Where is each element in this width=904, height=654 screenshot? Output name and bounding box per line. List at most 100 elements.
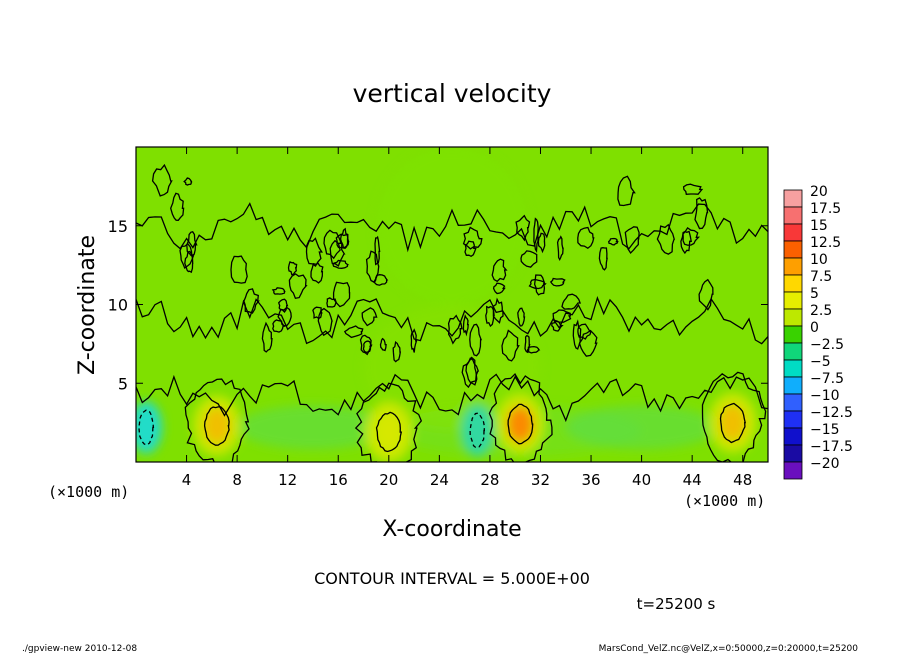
colorbar-label: −2.5: [810, 337, 844, 353]
contour-zero: [184, 250, 194, 274]
contour-zero: [312, 306, 323, 320]
colorbar-label: −5: [810, 354, 831, 370]
contour-zero: [598, 247, 608, 271]
field-band: [237, 405, 389, 450]
colorbar-label: 20: [810, 184, 828, 200]
contour-zero: [461, 356, 478, 389]
contour-zero: [277, 298, 289, 314]
contour-zero: [520, 250, 538, 268]
contour-downdraft: [469, 412, 485, 448]
chart-title: vertical velocity: [353, 79, 552, 108]
contour-zero: [261, 321, 273, 353]
contour-zero: [501, 329, 520, 362]
updraft-core: [719, 404, 746, 441]
x-tick-label: 24: [430, 471, 449, 489]
colorbar-swatch: [783, 291, 803, 310]
contour-zero: [561, 293, 582, 310]
footer-right: MarsCond_VelZ.nc@VelZ,x=0:50000,z=0:2000…: [599, 644, 859, 654]
contour-zero: [680, 230, 692, 255]
colorbar-label: 15: [810, 218, 828, 234]
contour-zero: [361, 307, 378, 327]
plot-area: [136, 147, 768, 462]
contour-zero: [310, 262, 324, 284]
y-tick-label: 5: [118, 374, 128, 393]
contour-zero: [552, 309, 572, 323]
contour-zero: [462, 313, 469, 337]
colorbar-swatch: [783, 461, 803, 480]
updraft-core: [203, 407, 230, 444]
contour-zero: [572, 319, 582, 350]
contour-zero: [465, 357, 480, 384]
contour-zero: [462, 226, 483, 250]
updraft-core: [375, 414, 402, 451]
contour-zero: [379, 337, 387, 352]
colorbar-swatch: [783, 308, 803, 327]
contour-downdraft: [138, 409, 155, 446]
colorbar-swatch: [783, 274, 803, 293]
colorbar-label: 10: [810, 252, 828, 268]
contour-updraft-outer: [354, 382, 423, 462]
x-unit-right: (×1000 m): [684, 492, 765, 510]
contour-zero-line: [136, 202, 768, 253]
contour-zero: [271, 287, 286, 295]
contour-zero: [694, 197, 709, 230]
contour-zero: [524, 334, 531, 354]
contour-zero: [517, 307, 526, 327]
contour-zero: [277, 306, 292, 327]
colorbar-swatch: [783, 257, 803, 276]
colorbar-swatch: [783, 240, 803, 259]
colorbar-swatch: [783, 342, 803, 361]
contour-zero: [183, 177, 193, 186]
x-tick-label: 40: [632, 471, 651, 489]
contour-zero: [526, 345, 541, 354]
contour-zero: [492, 282, 506, 295]
contour-zero: [537, 232, 546, 254]
contour-zero: [577, 226, 595, 249]
contour-zero: [617, 175, 636, 207]
contour-zero: [528, 278, 547, 290]
contour-zero: [549, 277, 566, 287]
contour-zero: [656, 223, 676, 255]
contour-zero-line: [136, 373, 768, 423]
contour-zero-line: [136, 296, 768, 345]
colorbar-label: 5: [810, 286, 819, 302]
colorbar-label: −20: [810, 456, 840, 472]
x-tick-label: 32: [531, 471, 550, 489]
colorbar-label: −7.5: [810, 371, 844, 387]
x-tick-label: 28: [480, 471, 499, 489]
contour-zero: [343, 325, 364, 339]
contour-zero: [230, 255, 248, 284]
colorbar-label: 7.5: [810, 269, 832, 285]
colorbar-swatch: [783, 410, 803, 429]
colorbar-swatch: [783, 359, 803, 378]
x-tick-label: 16: [329, 471, 348, 489]
contour-zero: [469, 323, 483, 357]
contour-zero: [373, 274, 389, 286]
contour-zero: [682, 183, 704, 195]
colorbar-swatch: [783, 444, 803, 463]
contour-zero: [186, 231, 198, 257]
x-axis: 4 8 12 16 20 24 28 32 36 40 44 48: [182, 147, 752, 489]
contour-zero: [332, 259, 350, 269]
contour-zero: [464, 240, 477, 258]
contour-interval: CONTOUR INTERVAL = 5.000E+00: [314, 569, 590, 588]
contour-zero: [287, 261, 298, 276]
contour-zero: [392, 341, 402, 363]
y-tick-label: 10: [108, 296, 128, 315]
contour-updraft-inner: [719, 402, 747, 444]
contour-updraft-inner: [507, 403, 534, 445]
x-tick-label: 4: [182, 471, 192, 489]
contour-zero: [551, 319, 564, 332]
contour-zero: [698, 278, 714, 311]
colorbar-label: 12.5: [810, 235, 841, 251]
colorbar: 2017.51512.5107.552.50−2.5−5−7.5−10−12.5…: [783, 184, 853, 480]
colorbar-label: −17.5: [810, 439, 853, 455]
x-tick-label: 36: [581, 471, 600, 489]
contour-zero: [170, 192, 185, 221]
contour-updraft-outer: [488, 372, 553, 462]
colorbar-swatch: [783, 393, 803, 412]
field-band: [363, 304, 541, 431]
contour-zero: [577, 323, 592, 340]
contour-zero: [243, 288, 260, 314]
